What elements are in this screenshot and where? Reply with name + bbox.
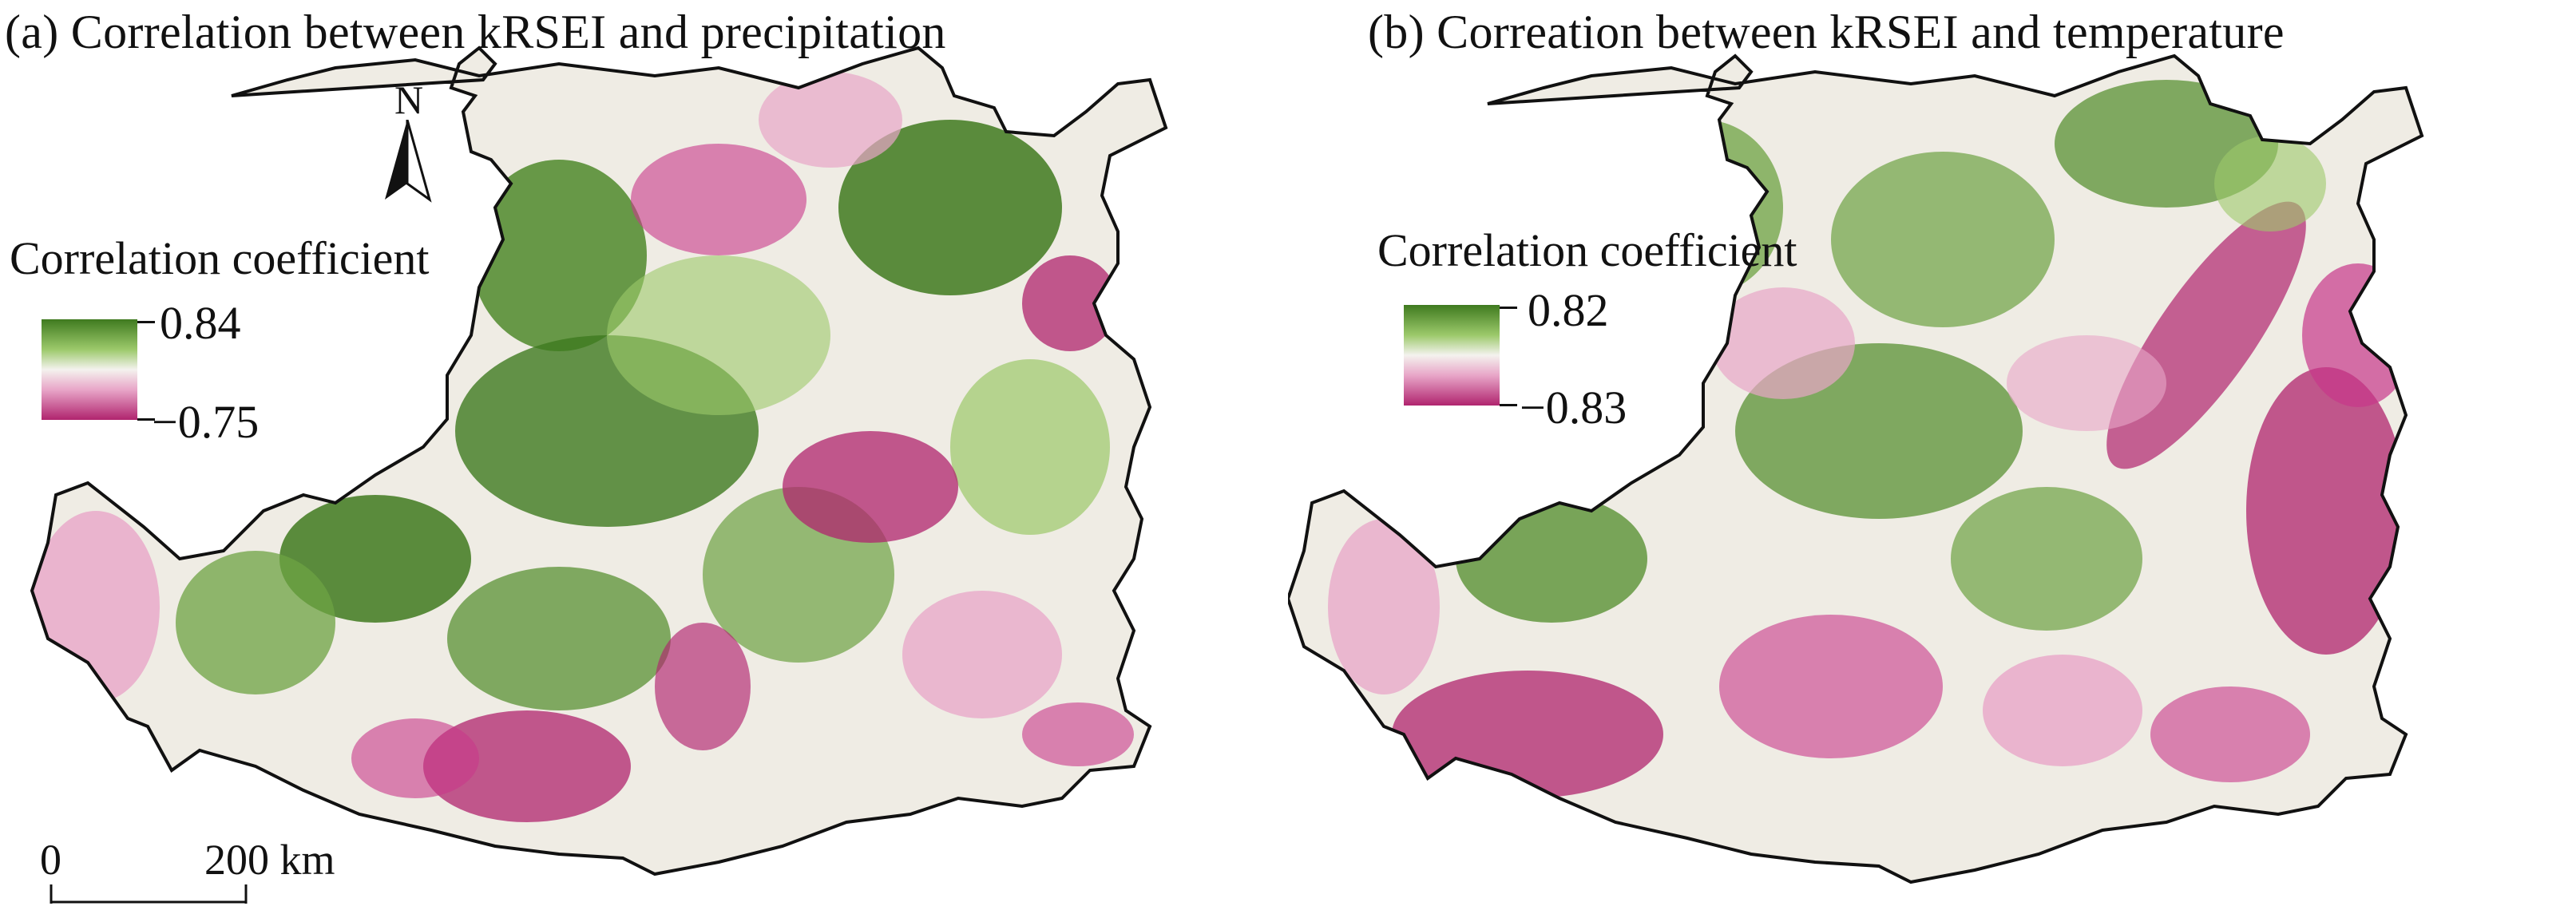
scale-bar xyxy=(50,884,248,904)
legend-max-label: 0.84 xyxy=(160,297,241,349)
correlation-raster-a xyxy=(32,48,1166,874)
legend-tick-min xyxy=(1500,404,1517,406)
north-label: N xyxy=(394,77,424,122)
legend-title: Correlation coefficient xyxy=(10,232,430,284)
legend-title: Correlation coefficient xyxy=(1377,224,1797,276)
north-arrow-icon xyxy=(385,120,432,203)
legend-color-ramp xyxy=(1404,305,1500,406)
legend-color-ramp xyxy=(42,319,137,420)
legend-tick-max xyxy=(1500,307,1517,309)
legend-tick-max xyxy=(137,321,155,323)
panel-title: (b) Correation between kRSEI and tempera… xyxy=(1368,6,2285,58)
panel-temperature: (b) Correation between kRSEI and tempera… xyxy=(1288,0,2576,914)
legend-min-label: −0.83 xyxy=(1520,382,1627,433)
map-temperature xyxy=(1288,54,2423,884)
correlation-raster-b xyxy=(1288,56,2422,882)
legend-max-label: 0.82 xyxy=(1528,284,1609,336)
panel-title: (a) Correlation between kRSEI and precip… xyxy=(5,6,946,58)
map-precipitation xyxy=(30,46,1167,876)
legend-tick-min xyxy=(137,418,155,421)
panel-precipitation: (a) Correlation between kRSEI and precip… xyxy=(5,6,1167,904)
legend-min-label: −0.75 xyxy=(152,396,260,448)
scale-end-label: 200 km xyxy=(204,836,335,884)
scale-start-label: 0 xyxy=(40,836,61,884)
north-arrow: N xyxy=(375,80,439,208)
